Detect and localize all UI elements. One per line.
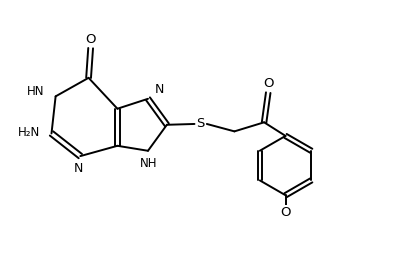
Text: N: N xyxy=(155,83,164,96)
Text: O: O xyxy=(85,33,96,46)
Text: O: O xyxy=(263,77,274,90)
Text: H₂N: H₂N xyxy=(18,126,40,139)
Text: HN: HN xyxy=(27,85,44,98)
Text: O: O xyxy=(280,206,291,219)
Text: S: S xyxy=(197,117,205,130)
Text: NH: NH xyxy=(140,157,157,170)
Text: N: N xyxy=(74,162,83,175)
